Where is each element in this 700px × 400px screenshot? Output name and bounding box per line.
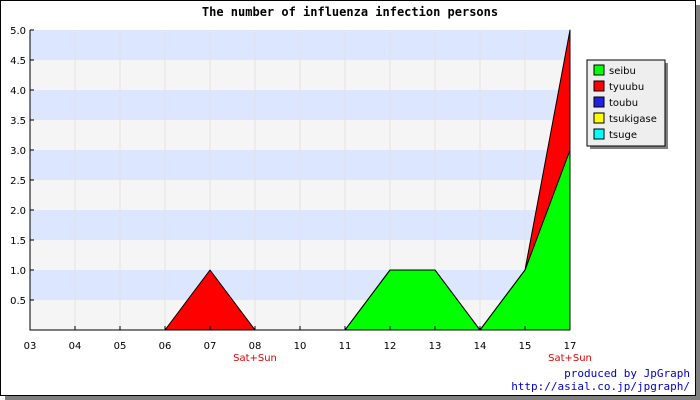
weekend-label: Sat+Sun: [233, 353, 277, 364]
x-tick-label: 04: [69, 341, 82, 352]
legend-label-tsukigase: tsukigase: [609, 114, 657, 125]
legend-swatch-tsuge: [593, 128, 605, 140]
y-tick-label: 4.0: [10, 86, 26, 97]
legend-swatch-seibu: [593, 64, 605, 76]
x-tick-label: 13: [429, 341, 442, 352]
credit-line-1: produced by JpGraph: [564, 367, 690, 380]
legend-swatch-tyuubu: [593, 80, 605, 92]
x-tick-label: 12: [384, 341, 397, 352]
credit-line-2: http://asial.co.jp/jpgraph/: [511, 380, 690, 393]
x-tick-label: 07: [204, 341, 217, 352]
y-tick-label: 4.5: [10, 56, 26, 67]
x-tick-label: 11: [339, 341, 352, 352]
y-tick-label: 5.0: [10, 26, 26, 37]
chart-title: The number of influenza infection person…: [202, 5, 498, 19]
legend-label-tyuubu: tyuubu: [609, 82, 644, 93]
x-tick-label: 15: [519, 341, 532, 352]
legend-swatch-tsukigase: [593, 112, 605, 124]
x-tick-labels: 03 04 05 06 07 08 10 11 12 13 14 15 17: [24, 326, 577, 352]
y-tick-labels: 0.5 1.0 1.5 2.0 2.5 3.0 3.5 4.0 4.5 5.0: [10, 26, 34, 307]
x-tick-label: 08: [249, 341, 262, 352]
weekend-label: Sat+Sun: [548, 353, 592, 364]
legend-label-seibu: seibu: [609, 66, 636, 77]
legend-label-toubu: toubu: [609, 98, 638, 109]
x-tick-label: 14: [474, 341, 487, 352]
legend-label-tsuge: tsuge: [609, 130, 637, 141]
weekend-labels: Sat+Sun Sat+Sun: [233, 353, 592, 364]
x-tick-label: 06: [159, 341, 172, 352]
y-tick-label: 1.5: [10, 236, 26, 247]
x-tick-label: 05: [114, 341, 127, 352]
x-tick-label: 17: [564, 341, 577, 352]
x-tick-label: 03: [24, 341, 37, 352]
y-tick-label: 1.0: [10, 266, 26, 277]
y-tick-label: 3.0: [10, 146, 26, 157]
y-tick-label: 3.5: [10, 116, 26, 127]
legend: seibu tyuubu toubu tsukigase tsuge: [586, 59, 668, 149]
y-tick-label: 2.0: [10, 206, 26, 217]
y-tick-label: 2.5: [10, 176, 26, 187]
x-tick-label: 10: [294, 341, 307, 352]
legend-swatch-toubu: [593, 96, 605, 108]
y-tick-label: 0.5: [10, 296, 26, 307]
